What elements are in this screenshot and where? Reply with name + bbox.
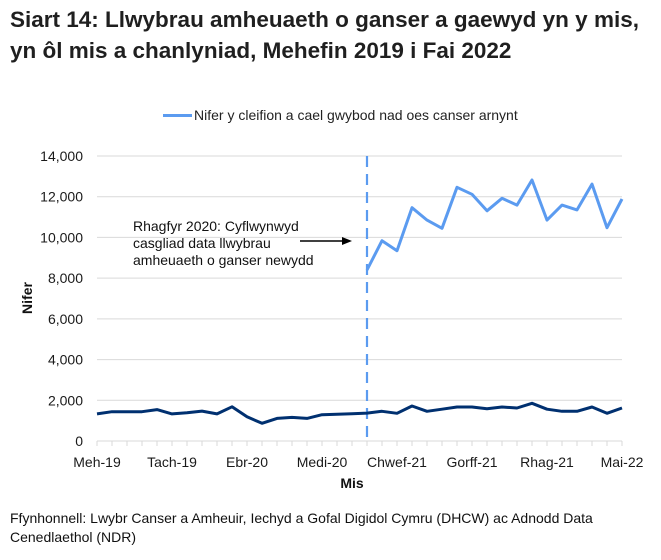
x-axis-title: Mis (340, 475, 364, 491)
y-tick-label: 8,000 (48, 270, 83, 286)
y-tick-label: 10,000 (40, 229, 83, 245)
x-tick-label: Medi-20 (297, 454, 348, 470)
y-tick-label: 2,000 (48, 392, 83, 408)
y-tick-label: 0 (75, 433, 83, 449)
source-note: Ffynhonnell: Lwybr Canser a Amheuir, Iec… (10, 510, 593, 545)
y-axis-ticks: 0 2,000 4,000 6,000 8,000 10,000 12,000 14,000 (40, 148, 83, 449)
x-tick-label: Gorff-21 (446, 454, 497, 470)
y-axis-title: Nifer (19, 282, 35, 314)
legend-label: Nifer y cleifion a cael gwybod nad oes c… (194, 107, 518, 123)
series-line-dark (96, 401, 623, 425)
legend-swatch-light-blue (163, 113, 192, 117)
y-tick-label: 12,000 (40, 189, 83, 205)
y-tick-label: 14,000 (40, 148, 83, 164)
annotation-arrowhead-icon (342, 237, 352, 245)
x-tick-label: Mai-22 (601, 454, 644, 470)
x-tick-label: Tach-19 (147, 454, 197, 470)
x-tick-label: Rhag-21 (520, 454, 574, 470)
series-line-light-blue (365, 178, 624, 271)
x-tick-label: Meh-19 (73, 454, 121, 470)
legend: Nifer y cleifion a cael gwybod nad oes c… (163, 107, 518, 123)
y-tick-label: 4,000 (48, 352, 83, 368)
y-tick-label: 6,000 (48, 311, 83, 327)
gridlines (97, 155, 622, 442)
x-axis: Meh-19 Tach-19 Ebr-20 Medi-20 Chwef-21 Gorff-… (73, 441, 644, 470)
annotation-text: Rhagfyr 2020: Cyflwynwyd casgliad data l… (133, 218, 314, 268)
chart-title: Siart 14: Llwybrau amheuaeth o ganser a … (10, 7, 639, 63)
x-tick-label: Ebr-20 (226, 454, 268, 470)
x-tick-label: Chwef-21 (367, 454, 427, 470)
